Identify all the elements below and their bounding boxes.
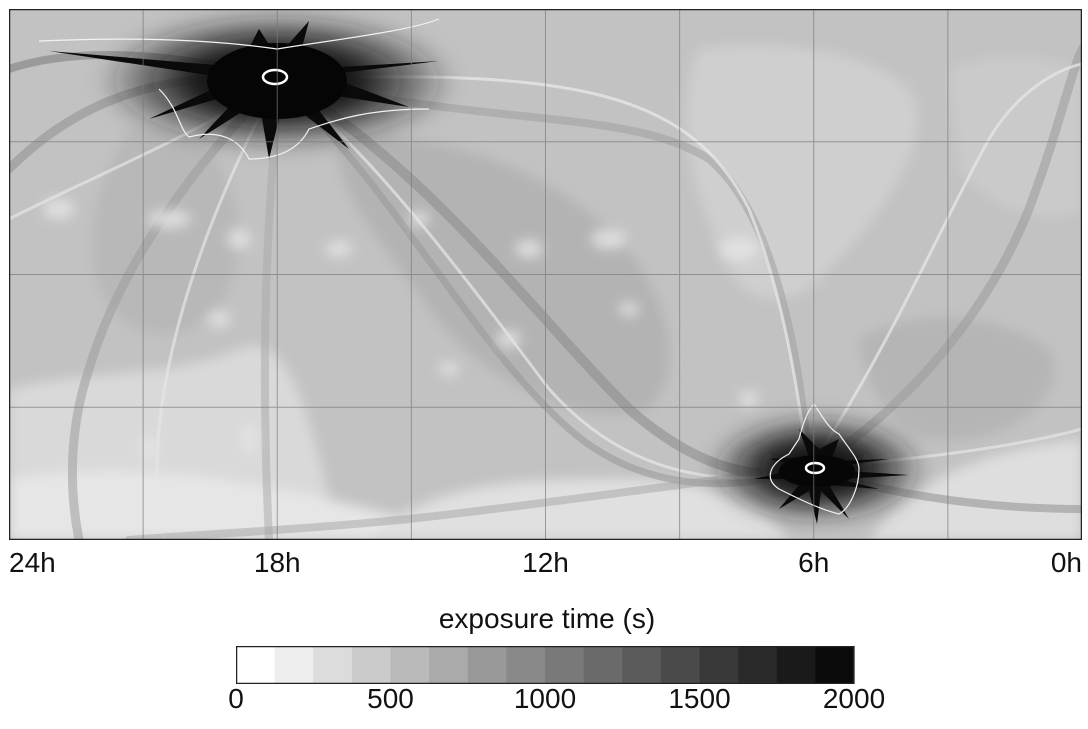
colorbar-cell	[545, 646, 585, 684]
exposure-map	[9, 9, 1082, 540]
colorbar-cell	[699, 646, 739, 684]
colorbar	[236, 646, 855, 684]
x-tick-label: 6h	[798, 547, 830, 578]
colorbar-frame	[236, 646, 855, 684]
colorbar-cell	[390, 646, 430, 684]
colorbar-cell	[622, 646, 662, 684]
x-tick-label: 24h	[9, 547, 56, 578]
colorbar-cell	[506, 646, 546, 684]
colorbar-cell	[467, 646, 507, 684]
x-tick-label: 0h	[1050, 547, 1082, 578]
colorbar-cell	[429, 646, 469, 684]
grid	[9, 9, 1082, 540]
x-tick-label: 12h	[522, 547, 569, 578]
colorbar-tick-label: 0	[228, 683, 244, 714]
colorbar-cell	[351, 646, 392, 684]
colorbar-tick-label: 500	[367, 683, 414, 714]
colorbar-cell	[660, 646, 701, 684]
colorbar-title: exposure time (s)	[438, 603, 656, 634]
colorbar-cell	[738, 646, 778, 684]
colorbar-tick-label: 2000	[822, 683, 886, 714]
sky-map-plot	[9, 9, 1082, 540]
colorbar-cell	[274, 646, 314, 684]
colorbar-cell	[815, 646, 855, 684]
colorbar-cell	[776, 646, 816, 684]
colorbar-tick-label: 1000	[513, 683, 577, 714]
colorbar-tick-label: 1500	[668, 683, 731, 714]
colorbar-cell	[583, 646, 623, 684]
colorbar-cell	[313, 646, 353, 684]
colorbar-cells	[236, 646, 855, 684]
map-frame	[9, 9, 1082, 540]
colorbar-cell	[236, 646, 276, 684]
speckles	[43, 199, 759, 463]
x-tick-label: 18h	[253, 547, 301, 578]
